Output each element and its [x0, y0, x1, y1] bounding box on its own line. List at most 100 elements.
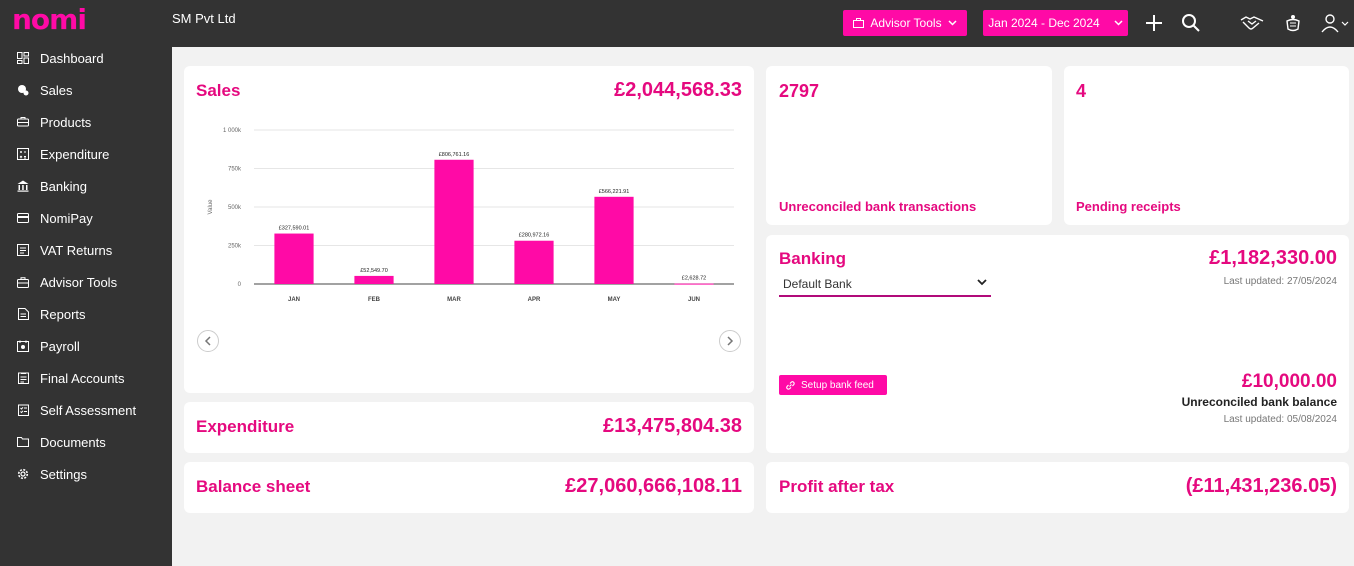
final-accounts-icon	[17, 372, 29, 384]
unreconciled-balance-amount: £10,000.00	[1241, 371, 1337, 392]
link-icon	[786, 380, 795, 390]
bar-data-label: £806,761.16	[439, 152, 470, 158]
sidebar-item-advisor-tools[interactable]: Advisor Tools	[0, 267, 172, 297]
sidebar-item-final-accounts[interactable]: Final Accounts	[0, 363, 172, 393]
folder-icon	[17, 436, 29, 448]
banking-last-updated: Last updated: 27/05/2024	[1223, 276, 1337, 287]
date-range-label: Jan 2024 - Dec 2024	[988, 16, 1100, 30]
bar-may	[594, 196, 634, 284]
sidebar-item-products[interactable]: Products	[0, 107, 172, 137]
sales-bar-chart: 0 250k 500k 750k 1 000k Value £327,590.01 JAN £5…	[208, 128, 734, 303]
expenditure-icon	[17, 148, 29, 160]
sidebar-item-nomipay[interactable]: NomiPay	[0, 203, 172, 233]
sidebar-item-expenditure[interactable]: Expenditure	[0, 139, 172, 169]
balance-sheet-amount: £27,060,666,108.11	[565, 475, 742, 497]
y-tick-label: 0	[238, 282, 242, 288]
briefcase-icon	[853, 18, 865, 28]
products-icon	[17, 116, 29, 128]
x-tick-label: APR	[528, 297, 541, 303]
self-assessment-icon	[17, 404, 29, 416]
sidebar-item-label: Banking	[40, 178, 87, 194]
payroll-icon	[17, 340, 29, 352]
sidebar-item-vat-returns[interactable]: VAT Returns	[0, 235, 172, 265]
handshake-icon[interactable]	[1239, 11, 1265, 35]
sales-card[interactable]: Sales £2,044,568.33 0 250k 500k 750k 1 000k V…	[184, 66, 754, 393]
sidebar-item-dashboard[interactable]: Dashboard	[0, 43, 172, 73]
x-tick-label: MAY	[608, 297, 621, 303]
search-icon[interactable]	[1179, 11, 1203, 35]
profit-title: Profit after tax	[779, 477, 895, 496]
profit-amount: (£11,431,236.05)	[1185, 475, 1337, 497]
vat-icon	[17, 244, 29, 256]
company-name[interactable]: SM Pvt Ltd	[172, 11, 236, 26]
top-bar: nomi SM Pvt Ltd Advisor Tools Jan 2024 -…	[0, 0, 1354, 47]
bar-jan	[274, 233, 314, 284]
chart-prev-button[interactable]	[197, 330, 219, 352]
app-logo[interactable]: nomi	[12, 3, 87, 36]
y-tick-label: 750k	[228, 167, 242, 173]
pending-label: Pending receipts	[1076, 199, 1181, 214]
sidebar-item-label: Products	[40, 114, 92, 130]
date-range-select[interactable]: Jan 2024 - Dec 2024	[983, 10, 1128, 36]
balance-sheet-title: Balance sheet	[196, 477, 311, 496]
sidebar-item-label: Self Assessment	[40, 402, 137, 418]
x-tick-label: JAN	[288, 297, 300, 303]
unreconciled-transactions-card[interactable]: 2797 Unreconciled bank transactions	[766, 66, 1052, 225]
sidebar: Dashboard Sales Products Expenditure Ban…	[0, 47, 172, 566]
sidebar-item-label: NomiPay	[40, 210, 93, 226]
sales-amount: £2,044,568.33	[614, 79, 742, 101]
sidebar-item-settings[interactable]: Settings	[0, 459, 172, 489]
bar-data-label: £2,628.72	[682, 276, 706, 282]
sales-title: Sales	[196, 81, 241, 100]
reports-icon	[17, 308, 29, 320]
sidebar-item-label: Payroll	[40, 338, 80, 354]
y-tick-label: 1 000k	[223, 128, 242, 134]
bar-data-label: £566,221.91	[599, 189, 630, 195]
sidebar-item-reports[interactable]: Reports	[0, 299, 172, 329]
y-tick-label: 250k	[228, 244, 242, 250]
bank-select-value: Default Bank	[783, 277, 852, 291]
unreconciled-balance-label: Unreconciled bank balance	[1181, 395, 1337, 409]
chevron-left-icon	[204, 336, 211, 346]
dashboard-icon	[17, 52, 29, 64]
profit-after-tax-card[interactable]: Profit after tax (£11,431,236.05)	[766, 462, 1349, 513]
chevron-right-icon	[727, 336, 734, 346]
sidebar-item-label: Final Accounts	[40, 370, 125, 386]
x-tick-label: FEB	[368, 297, 381, 303]
briefcase-icon	[17, 276, 29, 288]
sidebar-item-label: VAT Returns	[40, 242, 113, 258]
sidebar-item-label: Documents	[40, 434, 106, 450]
crest-icon[interactable]	[1281, 11, 1305, 35]
advisor-tools-button[interactable]: Advisor Tools	[843, 10, 967, 36]
sidebar-item-label: Sales	[40, 82, 73, 98]
sidebar-item-payroll[interactable]: Payroll	[0, 331, 172, 361]
sidebar-item-label: Reports	[40, 306, 86, 322]
plus-icon[interactable]	[1142, 11, 1166, 35]
expenditure-card[interactable]: Expenditure £13,475,804.38	[184, 402, 754, 453]
sidebar-item-label: Advisor Tools	[40, 274, 118, 290]
sidebar-item-label: Settings	[40, 466, 87, 482]
banking-title: Banking	[779, 249, 847, 268]
sidebar-item-self-assessment[interactable]: Self Assessment	[0, 395, 172, 425]
sidebar-item-label: Expenditure	[40, 146, 110, 162]
chart-next-button[interactable]	[719, 330, 741, 352]
pending-receipts-card[interactable]: 4 Pending receipts	[1064, 66, 1349, 225]
bar-feb	[354, 275, 394, 284]
sidebar-item-documents[interactable]: Documents	[0, 427, 172, 457]
y-tick-label: 500k	[228, 205, 242, 211]
expenditure-amount: £13,475,804.38	[602, 415, 742, 437]
setup-bank-feed-button[interactable]: Setup bank feed	[779, 375, 887, 395]
bar-apr	[514, 240, 554, 284]
balance-sheet-card[interactable]: Balance sheet £27,060,666,108.11	[184, 462, 754, 513]
sidebar-item-sales[interactable]: Sales	[0, 75, 172, 105]
bank-select[interactable]: Default Bank	[779, 273, 991, 297]
gear-icon	[17, 468, 29, 480]
bar-data-label: £52,549.70	[360, 268, 388, 274]
sales-icon	[17, 84, 29, 96]
unreconciled-label: Unreconciled bank transactions	[779, 199, 977, 214]
x-tick-label: MAR	[447, 297, 461, 303]
user-icon[interactable]	[1319, 11, 1351, 35]
expenditure-title: Expenditure	[196, 417, 295, 436]
sidebar-item-banking[interactable]: Banking	[0, 171, 172, 201]
bar-jun	[674, 283, 714, 285]
